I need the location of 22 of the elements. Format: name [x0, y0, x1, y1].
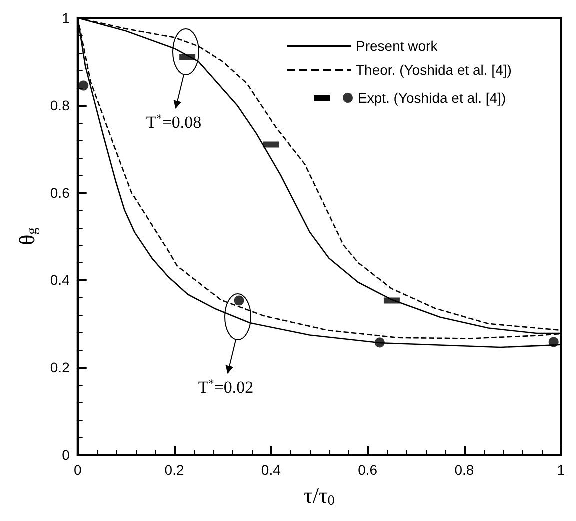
- point: [374, 338, 385, 348]
- y-tick-label: 0.8: [50, 97, 70, 114]
- legend-label: Theor. (Yoshida et al. [4]): [356, 62, 512, 78]
- y-axis-title: θg: [14, 228, 40, 246]
- x-tick-label: 0.2: [164, 462, 184, 478]
- legend-label: Expt. (Yoshida et al. [4]): [358, 90, 506, 106]
- annotation: T$^{*}$=0.08: [146, 113, 202, 132]
- y-tick-label: 1: [62, 10, 70, 26]
- x-tick-label: 0.6: [358, 462, 378, 478]
- annotation: T$^{*}$=0.02: [198, 378, 254, 397]
- x-tick-label: 0.8: [454, 462, 474, 478]
- point: [78, 80, 89, 91]
- x-tick-label: 1: [557, 462, 566, 478]
- x-tick-label: 0.4: [261, 462, 282, 478]
- x-tick-label: 0: [74, 462, 82, 478]
- y-tick-label: 0.6: [50, 184, 70, 201]
- legend-label: Present work: [356, 38, 439, 54]
- y-tick-label: 0.4: [50, 272, 70, 288]
- y-tick-label: 0.2: [50, 360, 70, 376]
- point: [548, 337, 559, 348]
- y-tick-label: 0: [62, 447, 70, 463]
- point: [234, 296, 244, 306]
